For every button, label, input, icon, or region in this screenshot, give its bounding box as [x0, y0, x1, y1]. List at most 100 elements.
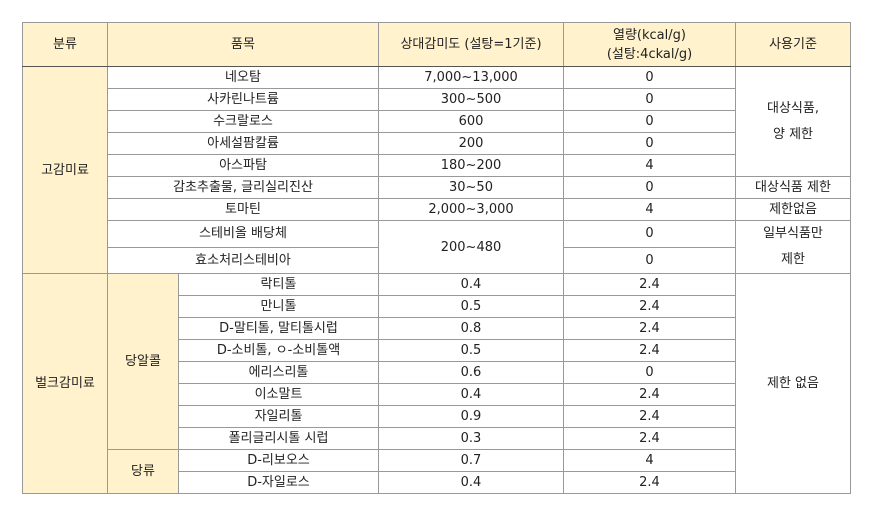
table-row: 효소처리스테비아 0 [23, 246, 851, 274]
item-cell: 효소처리스테비아 [107, 246, 379, 274]
calorie-cell: 0 [563, 220, 736, 248]
item-cell: D-말티톨, 말티톨시럽 [178, 317, 379, 340]
calorie-cell: 4 [563, 198, 736, 221]
item-cell: 에리스리톨 [178, 361, 379, 384]
category-cell: 벌크감미료 [22, 273, 108, 494]
calorie-cell: 2.4 [563, 339, 736, 362]
sweetness-cell: 200 [378, 132, 564, 155]
item-cell: D-리보오스 [178, 449, 379, 472]
table-row: 아스파탐 180~200 4 [23, 154, 851, 177]
item-cell: 사카린나트륨 [107, 88, 379, 111]
table-row: 자일리톨 0.9 2.4 [23, 405, 851, 428]
usage-line: 제한 없음 [767, 376, 819, 391]
table-row: 이소말트 0.4 2.4 [23, 383, 851, 406]
sweetener-table: 분류 품목 상대감미도 (설탕=1기준) 열량(kcal/g) (설탕:4ckal… [22, 22, 851, 494]
group-cell: 당류 [107, 449, 179, 494]
calorie-cell: 0 [563, 361, 736, 384]
calorie-cell: 0 [563, 66, 736, 89]
table-row: 스테비올 배당체 200~480 0 일부식품만 제한 [23, 220, 851, 274]
usage-cell: 제한 없음 [735, 273, 851, 494]
item-cell: 폴리글리시톨 시럽 [178, 427, 379, 450]
header-cell: 열량(kcal/g) (설탕:4ckal/g) [563, 22, 736, 67]
header-line: 열량(kcal/g) [613, 27, 686, 43]
table-row: 벌크감미료 당알콜 락티톨 0.4 2.4 제한 없음 [22, 273, 851, 494]
group-cell: 당알콜 [107, 273, 179, 450]
item-cell: 네오탐 [107, 66, 379, 89]
header-row: 분류 품목 상대감미도 (설탕=1기준) 열량(kcal/g) (설탕:4ckal… [22, 22, 851, 67]
calorie-cell: 2.4 [563, 273, 736, 296]
usage-line: 대상식품, [767, 100, 819, 116]
item-cell: 만니톨 [178, 295, 379, 318]
header-cell: 품목 [107, 22, 379, 67]
calorie-cell: 2.4 [563, 471, 736, 494]
calorie-cell: 0 [563, 132, 736, 155]
sweetness-cell: 200~480 [378, 220, 564, 274]
calorie-cell: 2.4 [563, 405, 736, 428]
header-cell: 사용기준 [735, 22, 851, 67]
calorie-cell: 4 [563, 154, 736, 177]
table-row: 만니톨 0.5 2.4 [23, 295, 851, 318]
sweetness-cell: 30~50 [378, 176, 564, 199]
item-cell: 자일리톨 [178, 405, 379, 428]
item-cell: 감초추출물, 글리실리진산 [107, 176, 379, 199]
sweetness-cell: 0.3 [378, 427, 564, 450]
sweetness-cell: 0.9 [378, 405, 564, 428]
calorie-cell: 0 [563, 110, 736, 133]
sweetness-cell: 600 [378, 110, 564, 133]
table-row: 수크랄로스 600 0 [23, 110, 851, 133]
usage-line: 제한없음 [769, 202, 817, 217]
item-cell: D-소비톨, ㅇ-소비톨액 [178, 339, 379, 362]
sweetness-cell: 7,000~13,000 [378, 66, 564, 89]
usage-cell: 대상식품 제한 [735, 176, 851, 199]
usage-line: 대상식품 제한 [755, 180, 831, 195]
table-row: 사카린나트륨 300~500 0 [23, 88, 851, 111]
table-row: D-소비톨, ㅇ-소비톨액 0.5 2.4 [23, 339, 851, 362]
header-cell: 상대감미도 (설탕=1기준) [378, 22, 564, 67]
calorie-cell: 2.4 [563, 383, 736, 406]
calorie-cell: 2.4 [563, 295, 736, 318]
item-cell: 아스파탐 [107, 154, 379, 177]
usage-cell: 대상식품, 양 제한 [735, 66, 851, 177]
category-cell: 고감미료 [22, 66, 108, 274]
header-cell: 분류 [22, 22, 108, 67]
sweetness-cell: 0.4 [378, 471, 564, 494]
sweetness-cell: 0.8 [378, 317, 564, 340]
sweetness-cell: 2,000~3,000 [378, 198, 564, 221]
table-row: 고감미료 네오탐 7,000~13,000 0 대상식품, 양 제한 [22, 66, 851, 274]
item-cell: 락티톨 [178, 273, 379, 296]
sweetness-cell: 0.4 [378, 273, 564, 296]
sweetness-cell: 0.5 [378, 295, 564, 318]
table-row: 감초추출물, 글리실리진산 30~50 0 대상식품 제한 [23, 176, 851, 199]
sweetness-cell: 180~200 [378, 154, 564, 177]
header-line: (설탕:4ckal/g) [606, 46, 693, 62]
item-cell: 스테비올 배당체 [107, 220, 379, 248]
sweetness-cell: 0.5 [378, 339, 564, 362]
calorie-cell: 0 [563, 176, 736, 199]
usage-cell: 제한없음 [735, 198, 851, 221]
calorie-cell: 2.4 [563, 317, 736, 340]
usage-line: 양 제한 [772, 126, 813, 142]
item-cell: 이소말트 [178, 383, 379, 406]
sweetness-cell: 300~500 [378, 88, 564, 111]
table-row: 폴리글리시톨 시럽 0.3 2.4 [23, 427, 851, 450]
item-cell: D-자일로스 [178, 471, 379, 494]
sweetness-cell: 0.4 [378, 383, 564, 406]
table-row: D-자일로스 0.4 2.4 [23, 471, 851, 494]
table-row: 아세설팜칼륨 200 0 [23, 132, 851, 155]
sweetness-cell: 0.6 [378, 361, 564, 384]
table-body: 고감미료 네오탐 7,000~13,000 0 대상식품, 양 제한 사카린나트륨 300~5… [22, 66, 851, 494]
usage-line: 일부식품만 [763, 226, 823, 241]
item-cell: 수크랄로스 [107, 110, 379, 133]
table-row: 토마틴 2,000~3,000 4 제한없음 [23, 198, 851, 221]
calorie-cell: 4 [563, 449, 736, 472]
calorie-cell: 2.4 [563, 427, 736, 450]
table-row: 에리스리톨 0.6 0 [23, 361, 851, 384]
item-cell: 토마틴 [107, 198, 379, 221]
sweetness-cell: 0.7 [378, 449, 564, 472]
calorie-cell: 0 [563, 88, 736, 111]
usage-line: 제한 [781, 252, 805, 267]
table-row: 당류 D-리보오스 0.7 4 [23, 449, 851, 494]
item-cell: 아세설팜칼륨 [107, 132, 379, 155]
